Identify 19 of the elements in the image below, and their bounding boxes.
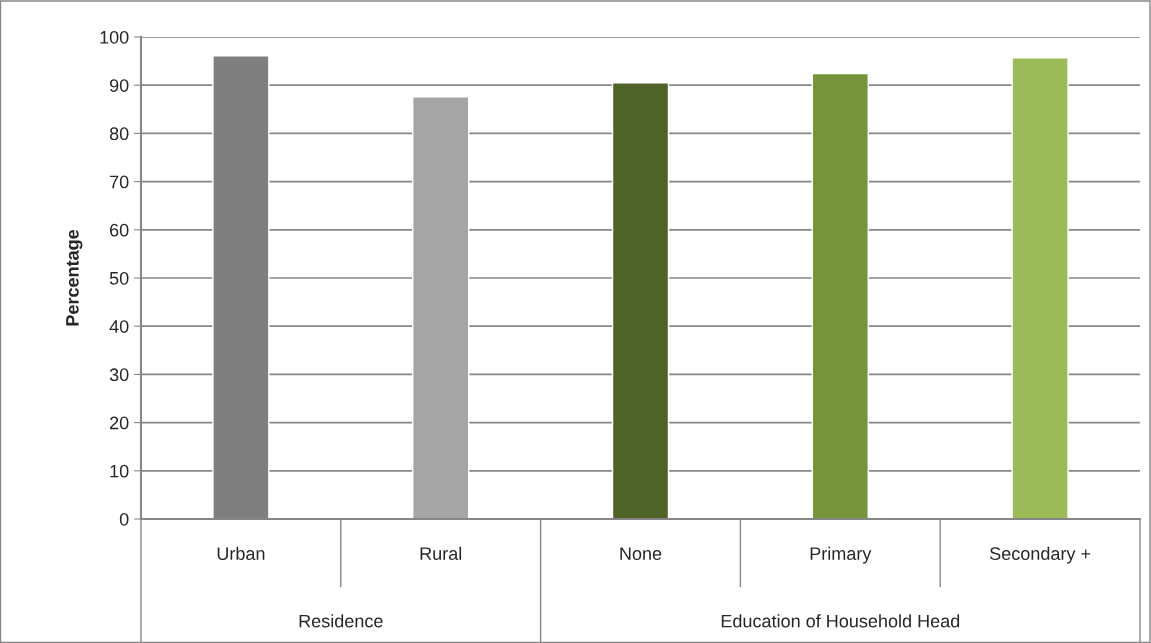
x-tick-label: Urban bbox=[217, 546, 265, 560]
x-tick-label: Primary bbox=[810, 546, 872, 564]
y-tick-label: 60 bbox=[110, 223, 129, 237]
text: Education of Household Head bbox=[721, 614, 960, 628]
y-tick-label: 10 bbox=[110, 464, 129, 478]
y-tick-label: 90 bbox=[109, 79, 129, 92]
y-tick-label: 100 bbox=[100, 30, 129, 44]
y-axis-title: Percentage bbox=[66, 229, 83, 326]
y-tick-label: 40 bbox=[109, 320, 129, 333]
y-tick-label: 80 bbox=[109, 127, 129, 141]
x-tick-label: Rural bbox=[420, 546, 462, 560]
x-tick-label: Secondary + bbox=[989, 546, 1091, 564]
y-tick-label: 20 bbox=[110, 416, 129, 430]
text: Residence bbox=[299, 614, 383, 628]
y-tick-label: 50 bbox=[109, 271, 129, 285]
y-tick-label: 30 bbox=[109, 368, 129, 382]
y-tick-label: 70 bbox=[110, 175, 129, 189]
x-tick-label: None bbox=[620, 547, 662, 560]
y-tick-label: 0 bbox=[119, 512, 129, 526]
